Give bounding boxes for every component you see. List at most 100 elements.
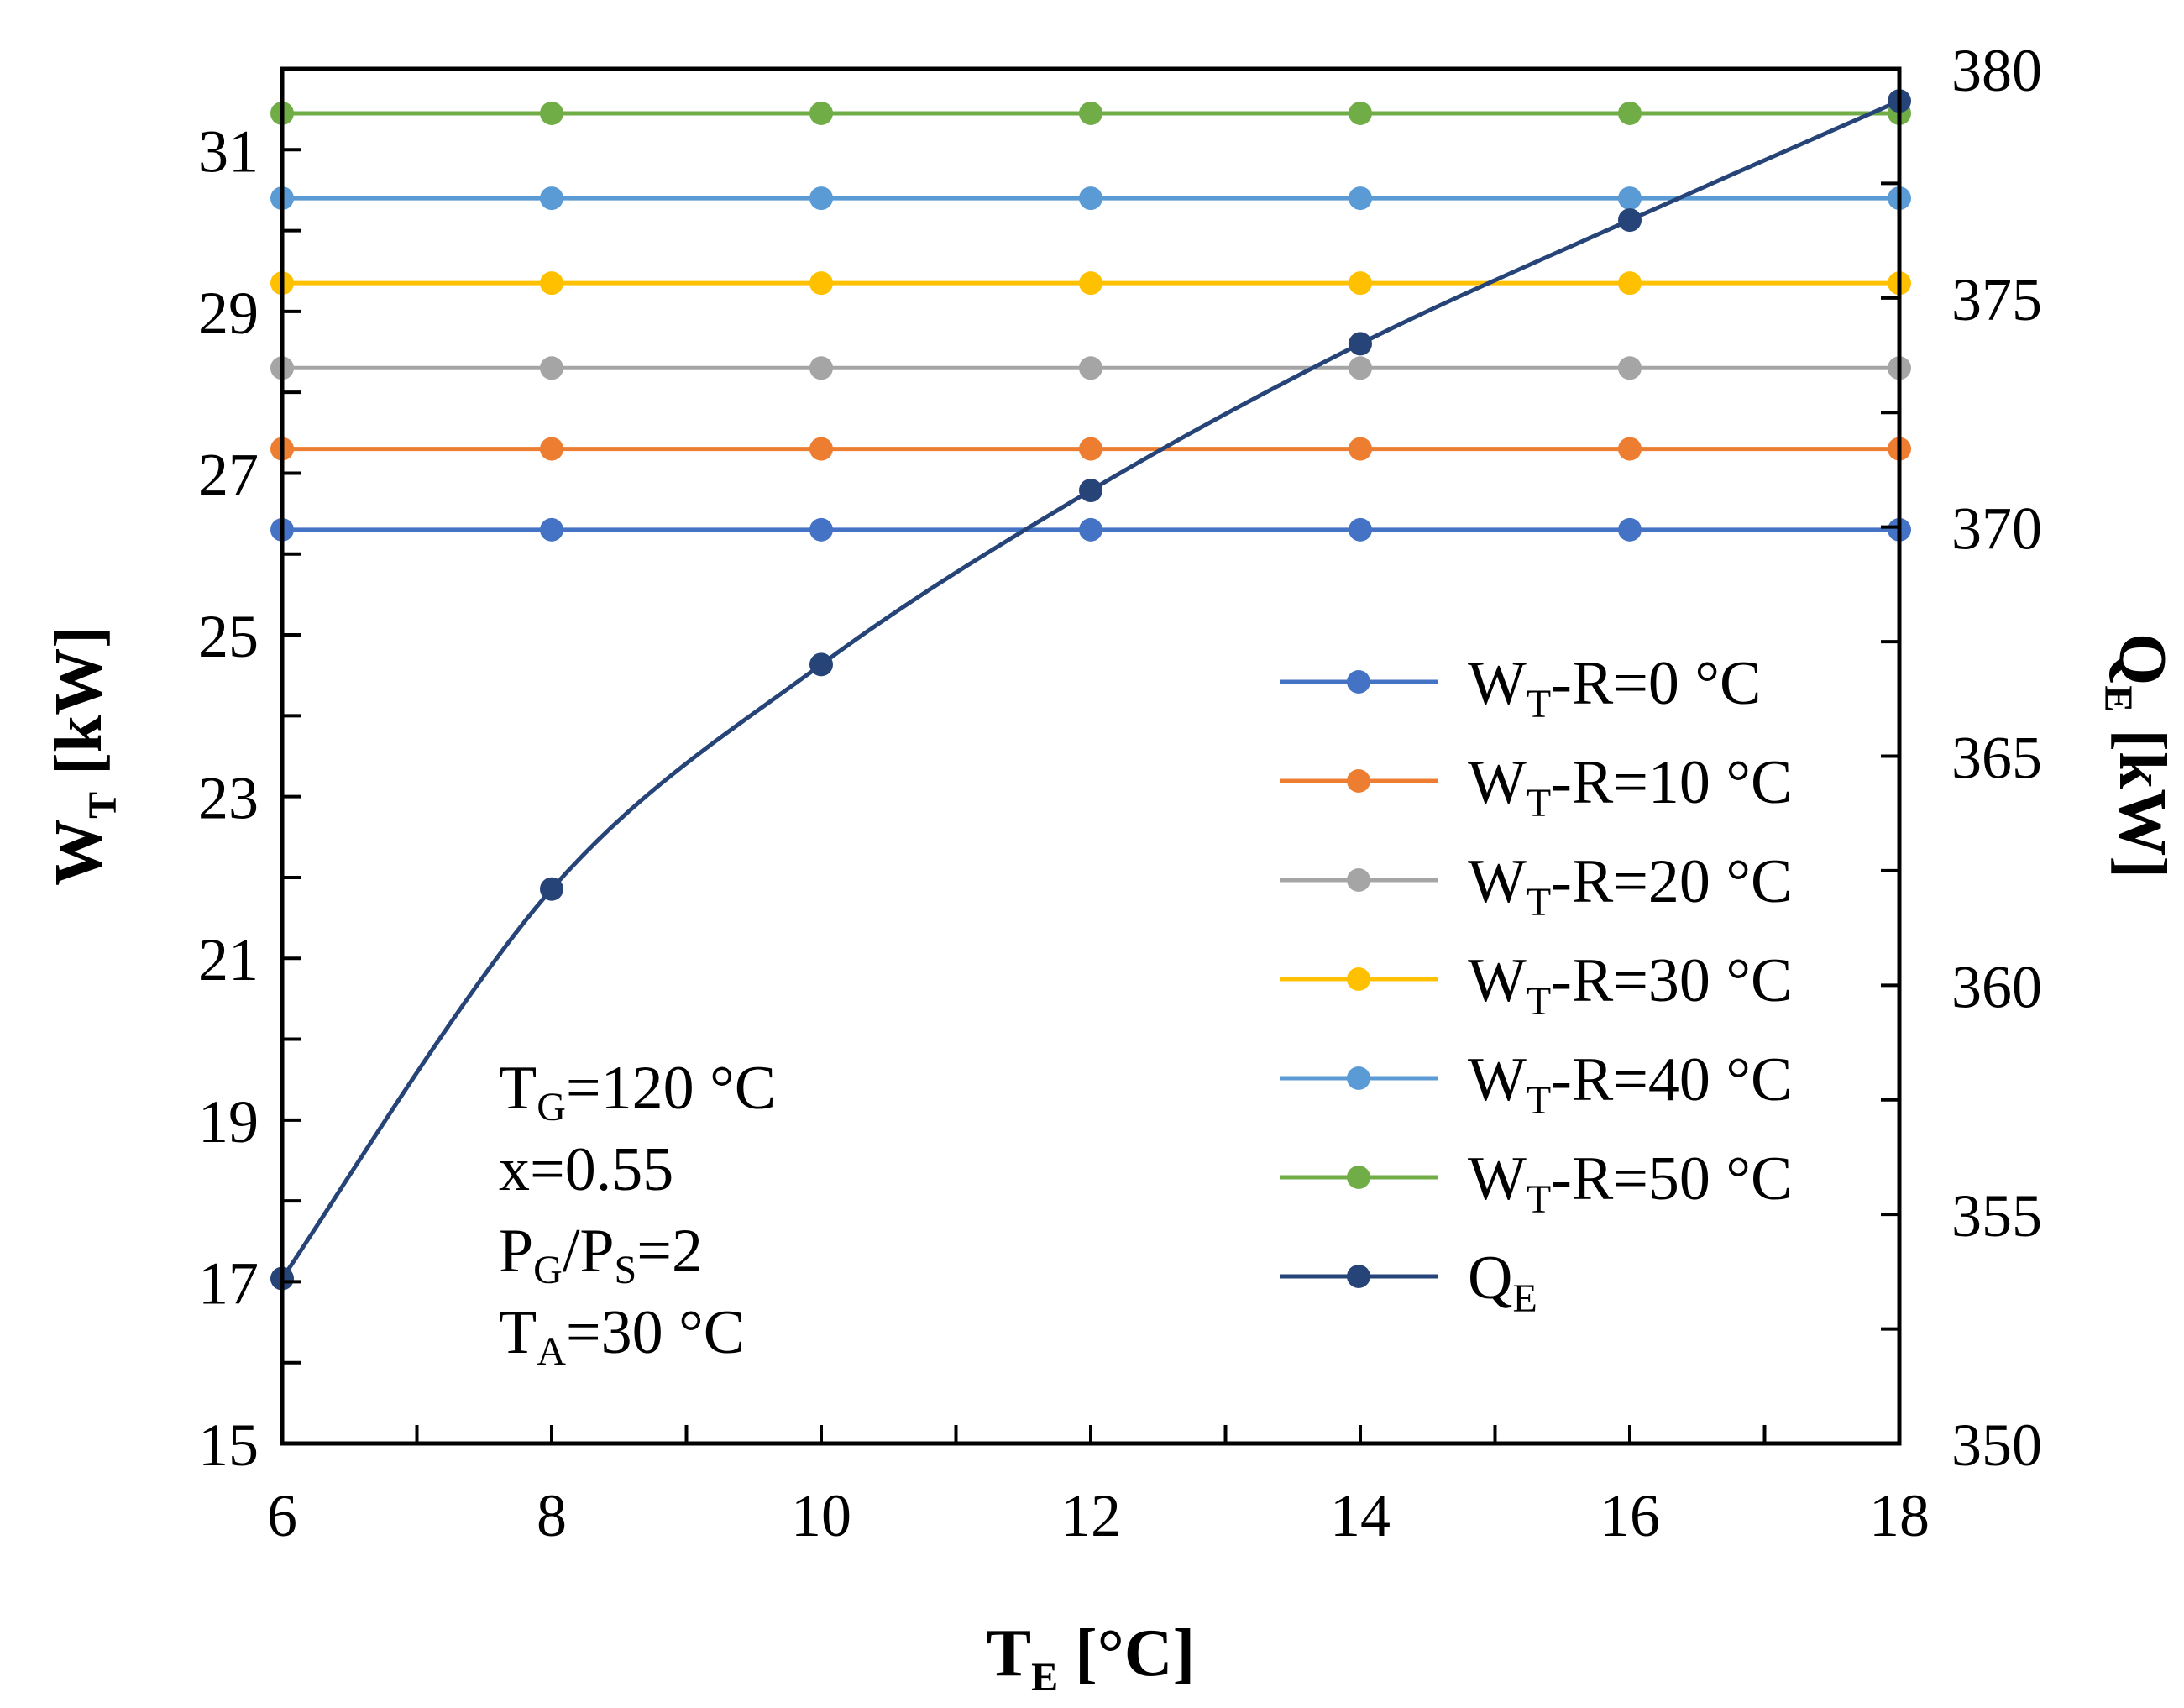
- data-point: [1618, 437, 1642, 461]
- legend: WT-R=0 °CWT-R=10 °CWT-R=20 °CWT-R=30 °CW…: [1280, 649, 1792, 1321]
- data-point: [540, 877, 563, 901]
- legend-label-main: W: [1468, 847, 1527, 916]
- y2-axis-title: QE [kW]: [2096, 633, 2179, 878]
- series-3: [270, 271, 1911, 296]
- legend-label-main: W: [1468, 748, 1527, 817]
- y2-tick-label: 360: [1951, 953, 2042, 1020]
- legend-label-main: W: [1468, 1145, 1527, 1213]
- annotation-line: x=0.55: [499, 1135, 673, 1204]
- data-point: [540, 437, 563, 461]
- x-axis-title-main: T: [987, 1616, 1031, 1690]
- legend-label: WT-R=50 °C: [1468, 1145, 1792, 1222]
- legend-item: WT-R=40 °C: [1280, 1045, 1792, 1123]
- legend-item: WT-R=0 °C: [1280, 649, 1761, 726]
- data-point: [1349, 186, 1372, 211]
- data-point: [1618, 208, 1642, 233]
- legend-label-rest: -R=0 °C: [1551, 649, 1761, 718]
- legend-label-rest: -R=50 °C: [1551, 1145, 1792, 1213]
- data-point: [540, 356, 563, 380]
- legend-label: QE: [1468, 1244, 1537, 1321]
- legend-label-sub: T: [1527, 1078, 1551, 1123]
- y2-axis-title-main: Q: [2105, 633, 2179, 685]
- legend-label: WT-R=20 °C: [1468, 847, 1792, 925]
- data-point: [1349, 271, 1372, 296]
- data-point: [809, 186, 833, 211]
- legend-label-main: W: [1468, 946, 1527, 1015]
- x-tick-label: 10: [791, 1482, 851, 1549]
- legend-swatch-marker: [1347, 1066, 1370, 1090]
- annotation-rest: =30 °C: [566, 1298, 745, 1367]
- x-axis-title: TE [°C]: [987, 1616, 1195, 1700]
- legend-label-sub: T: [1527, 979, 1551, 1024]
- annotation-line: PG/PS=2: [499, 1217, 703, 1292]
- legend-label-rest: -R=20 °C: [1551, 847, 1792, 916]
- annotation-sub: G: [537, 1085, 566, 1129]
- legend-label: WT-R=30 °C: [1468, 946, 1792, 1024]
- legend-label-sub: T: [1527, 1177, 1551, 1222]
- data-point: [809, 652, 833, 677]
- legend-label-sub: T: [1527, 880, 1551, 925]
- y-tick-label: 17: [198, 1250, 259, 1317]
- legend-label-sub: T: [1527, 781, 1551, 825]
- annotation-main: P: [499, 1217, 533, 1286]
- data-point: [809, 101, 833, 125]
- legend-label: WT-R=10 °C: [1468, 748, 1792, 825]
- data-point: [1349, 517, 1372, 542]
- legend-label: WT-R=0 °C: [1468, 649, 1761, 726]
- data-point: [540, 101, 563, 125]
- legend-swatch-marker: [1347, 1166, 1370, 1189]
- y2-tick-label: 380: [1951, 37, 2042, 104]
- data-point: [1079, 101, 1102, 125]
- legend-label-main: Q: [1468, 1244, 1512, 1312]
- legend-label-main: W: [1468, 1045, 1527, 1114]
- data-point: [1618, 271, 1642, 296]
- y-tick-label: 29: [198, 280, 259, 347]
- legend-item: WT-R=50 °C: [1280, 1145, 1792, 1222]
- legend-label-sub: T: [1527, 682, 1551, 726]
- data-point: [540, 271, 563, 296]
- data-point: [1079, 517, 1102, 542]
- y-tick-label: 31: [198, 118, 259, 185]
- axis-titles: TE [°C]WT [kW] QE [kW]: [42, 626, 2179, 1700]
- data-point: [1618, 186, 1642, 211]
- data-point: [1079, 356, 1102, 380]
- annotation-line: TA=30 °C: [499, 1298, 745, 1374]
- y-axis-title: WT [kW]: [42, 626, 125, 886]
- y-tick-label: 21: [198, 926, 259, 993]
- legend-swatch-marker: [1347, 967, 1370, 991]
- x-tick-label: 12: [1061, 1482, 1121, 1549]
- legend-label-sub: E: [1512, 1276, 1537, 1321]
- y-tick-label: 19: [198, 1088, 259, 1155]
- legend-swatch-marker: [1347, 868, 1370, 892]
- legend-item: WT-R=30 °C: [1280, 946, 1792, 1024]
- annotation-rest: =120 °C: [566, 1054, 776, 1123]
- legend-swatch-marker: [1347, 1265, 1370, 1288]
- axes-layer: 6 8 10 12 14 16 18 15 17 19 21 23 25 27 29 31 350 355 360 3…: [198, 37, 2042, 1549]
- legend-item: WT-R=20 °C: [1280, 847, 1792, 925]
- data-point: [1349, 332, 1372, 356]
- legend-label-rest: -R=30 °C: [1551, 946, 1792, 1015]
- data-point: [809, 356, 833, 380]
- y2-tick-label: 375: [1951, 266, 2042, 333]
- data-point: [1079, 186, 1102, 211]
- x-tick-label: 14: [1330, 1482, 1391, 1549]
- y2-axis-title-unit: [kW]: [2105, 712, 2179, 878]
- legend-label-rest: -R=10 °C: [1551, 748, 1792, 817]
- legend-item: WT-R=10 °C: [1280, 748, 1792, 825]
- series-6: [270, 89, 1911, 1291]
- data-point: [540, 186, 563, 211]
- data-point: [1618, 101, 1642, 125]
- data-point: [809, 437, 833, 461]
- annotation-main: x=0.55: [499, 1135, 673, 1204]
- y-tick-label: 25: [198, 603, 259, 670]
- y-axis-title-unit: [kW]: [42, 626, 116, 792]
- legend-label: WT-R=40 °C: [1468, 1045, 1792, 1123]
- legend-label-main: W: [1468, 649, 1527, 718]
- legend-swatch-marker: [1347, 769, 1370, 793]
- series-4: [270, 186, 1911, 211]
- annotation-rest: /P: [563, 1217, 615, 1286]
- legend-label-rest: -R=40 °C: [1551, 1045, 1792, 1114]
